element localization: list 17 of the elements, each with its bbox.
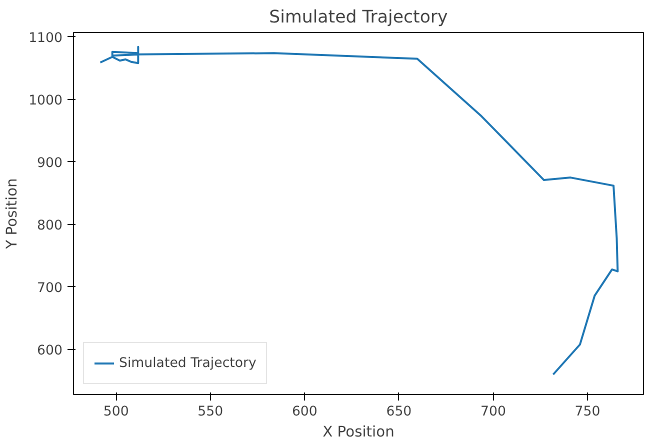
y-axis-title: Y Position	[4, 178, 21, 250]
legend-label: Simulated Trajectory	[119, 356, 256, 370]
y-tick-label: 900	[37, 156, 63, 171]
y-tick-label: 800	[37, 218, 63, 234]
y-tick-label: 1100	[28, 30, 63, 46]
y-tick-label: 700	[37, 280, 63, 296]
chart-title: Simulated Trajectory	[269, 8, 448, 28]
line-series	[99, 46, 619, 376]
x-tick-label: 600	[292, 404, 318, 420]
y-tick-label: 1000	[28, 93, 63, 108]
x-axis-title: X Position	[322, 424, 394, 440]
y-tick-label: 600	[37, 343, 63, 358]
x-tick-label: 550	[198, 404, 224, 420]
x-tick-label: 650	[386, 404, 412, 420]
x-tick-label: 700	[480, 404, 506, 420]
x-tick-label: 750	[574, 404, 600, 420]
x-tick-label: 500	[103, 404, 129, 420]
